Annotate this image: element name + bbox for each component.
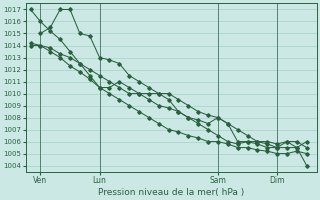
X-axis label: Pression niveau de la mer( hPa ): Pression niveau de la mer( hPa ) <box>98 188 244 197</box>
